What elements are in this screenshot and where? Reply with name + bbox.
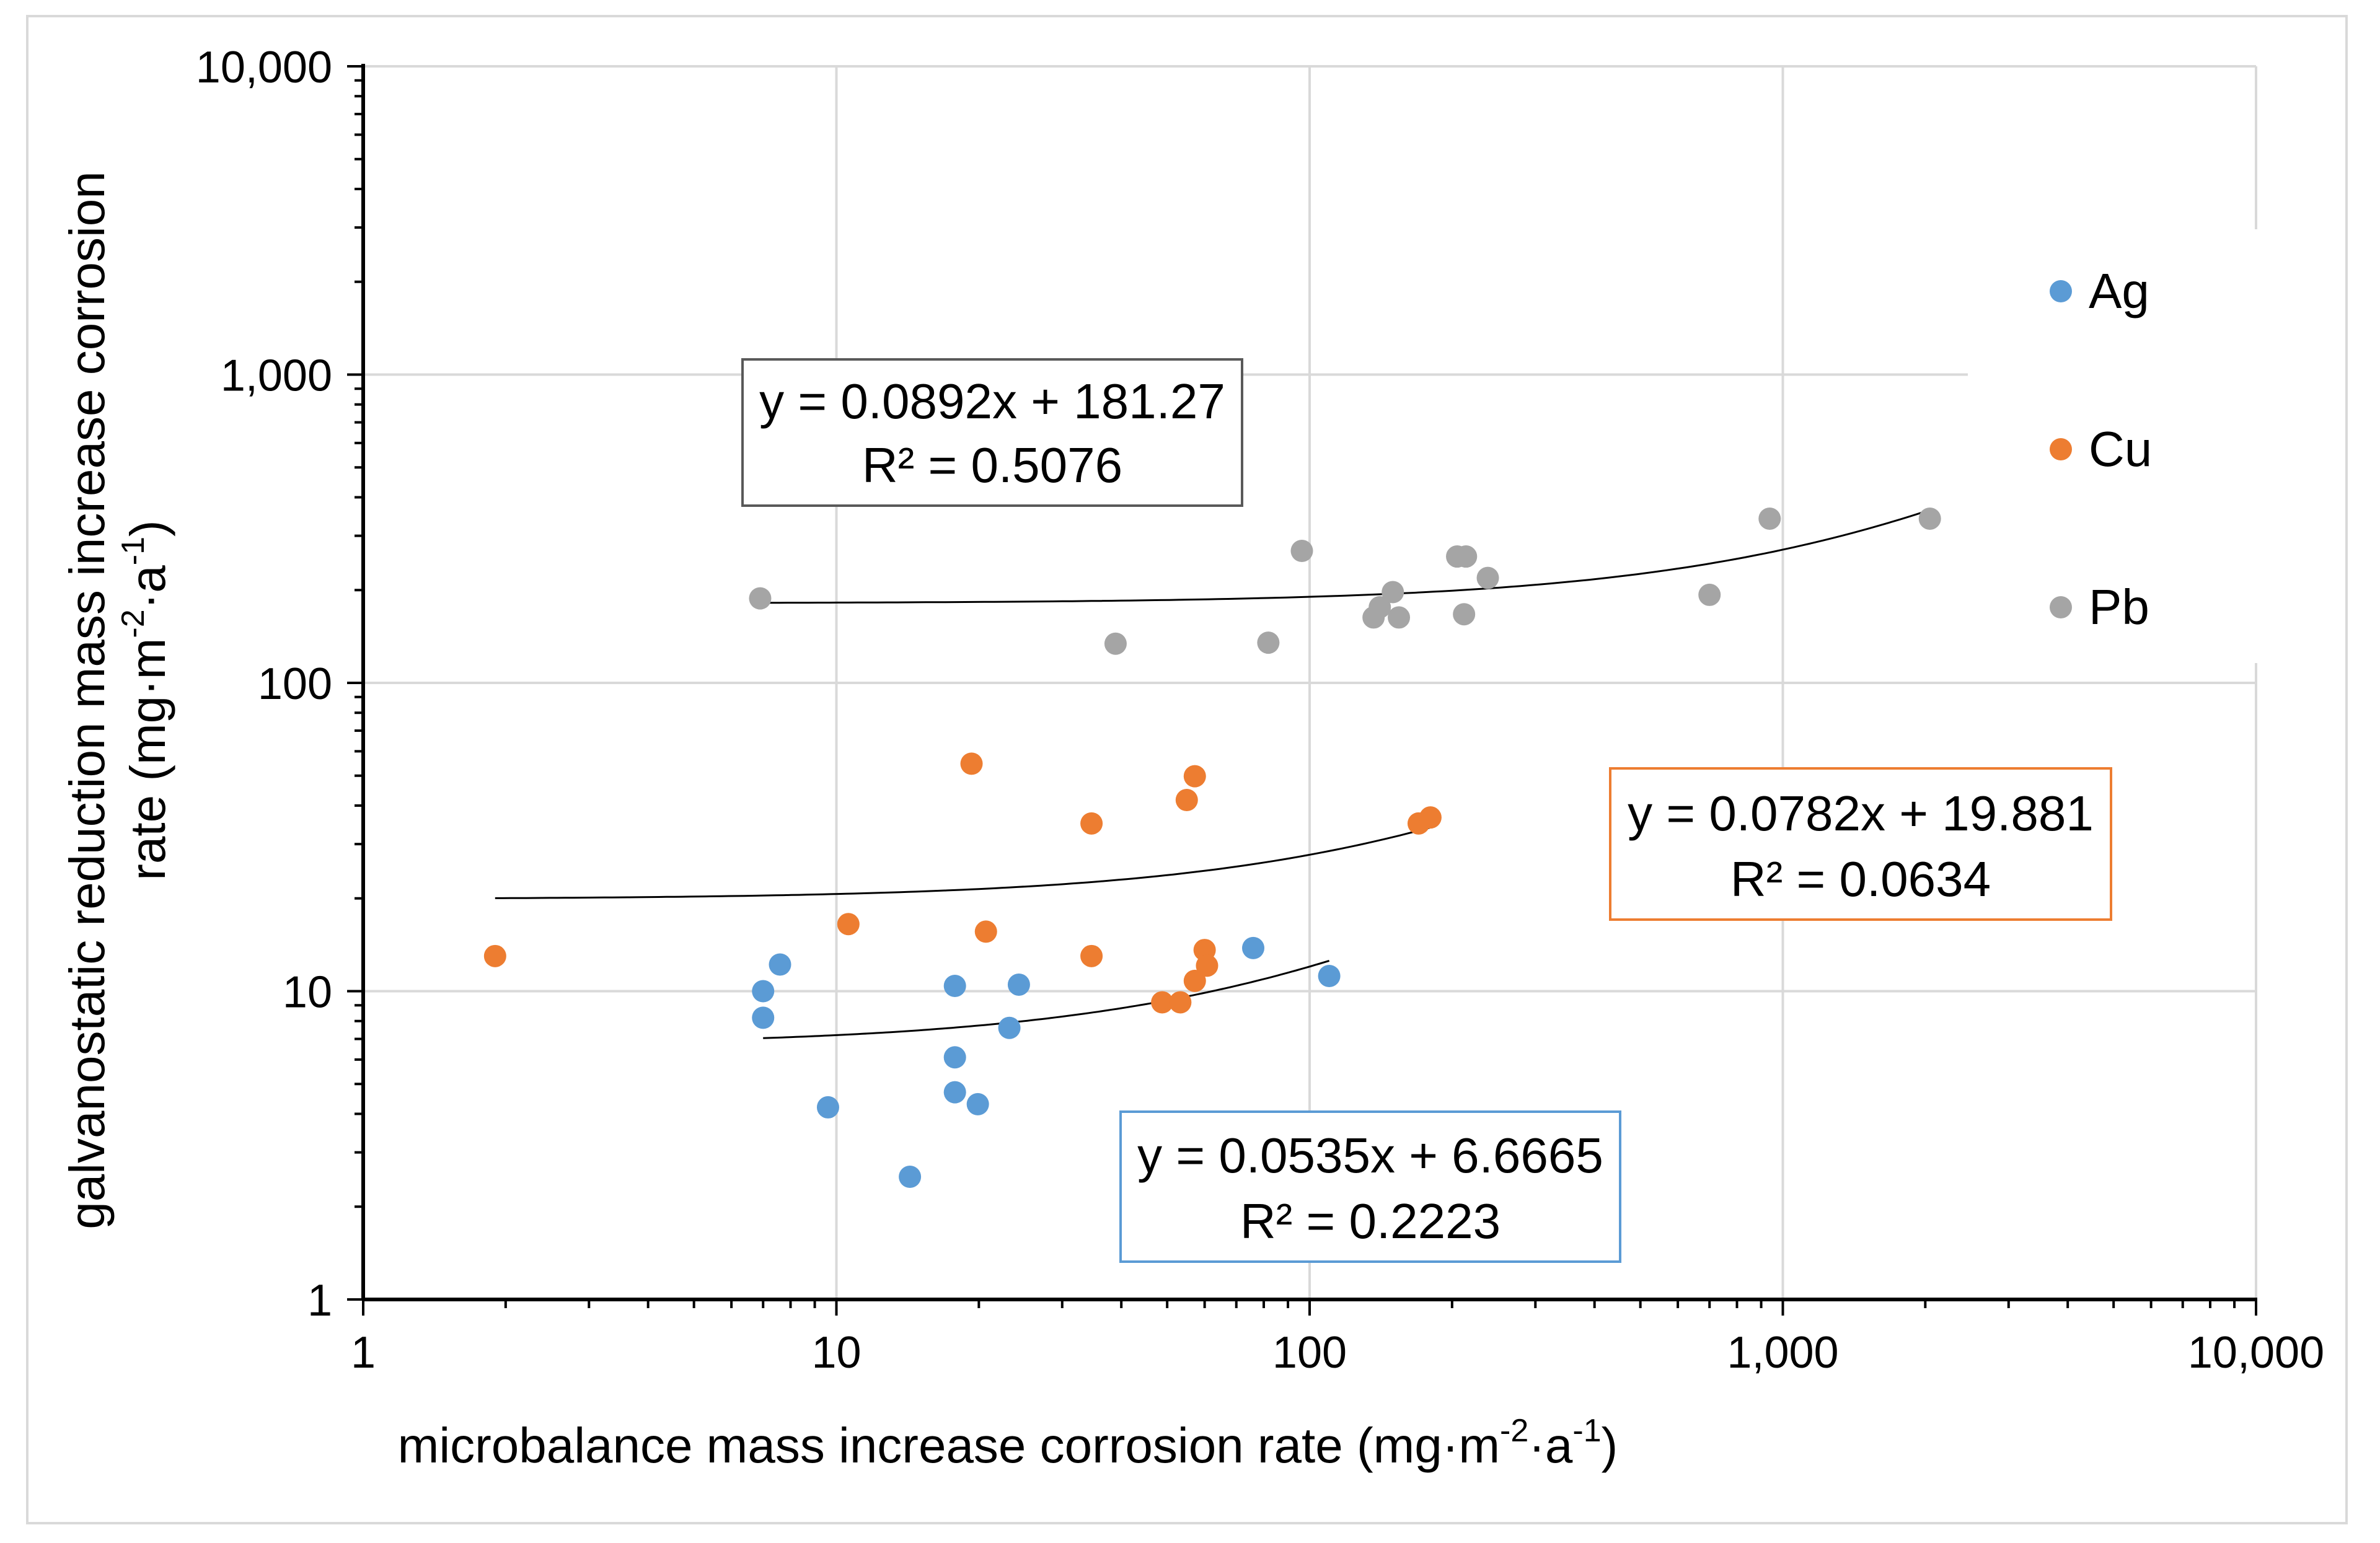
data-point-layer [483, 507, 1941, 1189]
data-point-ag [943, 975, 966, 998]
y-axis-title-line-1: galvanostatic reduction mass increase co… [60, 171, 115, 1229]
data-point-ag [1007, 973, 1030, 996]
data-point-pb [1918, 507, 1941, 530]
data-point-cu [483, 944, 506, 967]
x-axis-title-mid: ·a [1528, 1418, 1573, 1473]
data-point-cu [1080, 944, 1103, 967]
data-point-pb [1758, 507, 1781, 530]
data-point-ag [769, 953, 791, 976]
y-tick-label: 1,000 [221, 351, 332, 401]
data-point-pb [1257, 631, 1280, 654]
legend-item-pb: Pb [2050, 579, 2149, 635]
data-point-cu [837, 913, 860, 936]
x-axis-title-sup-2: -1 [1572, 1413, 1601, 1449]
data-point-ag [752, 1006, 775, 1029]
equation-box-cu: y = 0.0782x + 19.881 R² = 0.0634 [1609, 767, 2112, 921]
data-point-ag [966, 1092, 989, 1115]
data-point-cu [1151, 991, 1174, 1014]
data-point-cu [1183, 765, 1206, 788]
y-tick-label: 100 [258, 659, 332, 709]
data-point-cu [1183, 969, 1206, 992]
equation-pb: y = 0.0892x + 181.27 [759, 374, 1225, 429]
legend-item-cu: Cu [2050, 421, 2152, 477]
x-axis-title-sup-1: -2 [1500, 1413, 1528, 1449]
data-point-pb [1476, 566, 1499, 589]
data-point-cu [974, 920, 997, 943]
axis-layer [347, 64, 2257, 1316]
y-axis-title-sup-2: -1 [115, 537, 151, 565]
legend-marker-pb [2050, 596, 2072, 618]
y-tick-label: 1 [307, 1276, 332, 1325]
data-point-pb [1453, 603, 1476, 626]
x-axis-title-main: microbalance mass increase corrosion rat… [398, 1418, 1500, 1473]
r-squared-pb: R² = 0.5076 [862, 437, 1122, 493]
data-point-ag [1242, 936, 1265, 959]
x-tick-label: 1,000 [1727, 1328, 1838, 1378]
x-tick-label: 10,000 [2188, 1328, 2324, 1378]
data-point-ag [899, 1166, 922, 1189]
equation-box-ag-border [1119, 1110, 1621, 1263]
data-point-ag [943, 1046, 966, 1069]
y-axis-title-line-2: rate (mg·m-2·a-1) [115, 520, 175, 880]
data-point-cu [960, 752, 983, 775]
data-point-pb [749, 587, 772, 610]
r-squared-ag: R² = 0.2223 [1240, 1194, 1501, 1249]
tick-label-layer: 1 10 100 1,000 10,000 1 10 100 1,000 10,000 [196, 43, 2324, 1378]
legend-label-ag: Ag [2089, 263, 2149, 319]
legend: Ag Cu Pb [2050, 263, 2152, 635]
y-axis-title-line-2-mid: ·a [120, 565, 175, 610]
r-squared-cu: R² = 0.0634 [1730, 851, 1991, 907]
data-point-pb [1388, 606, 1411, 629]
x-tick-label: 10 [811, 1328, 861, 1378]
x-tick-label: 100 [1272, 1328, 1347, 1378]
data-point-pb [1698, 583, 1721, 606]
data-point-cu [1196, 954, 1219, 977]
data-point-pb [1290, 540, 1313, 563]
legend-marker-ag [2050, 280, 2072, 302]
trendline-cu [495, 826, 1431, 899]
data-point-ag [816, 1096, 839, 1119]
trendline-ag [763, 959, 1330, 1039]
data-point-ag [998, 1016, 1021, 1039]
legend-label-pb: Pb [2089, 579, 2149, 635]
legend-item-ag: Ag [2050, 263, 2149, 319]
equation-box-pb: y = 0.0892x + 181.27 R² = 0.5076 [741, 358, 1243, 507]
legend-background [1968, 229, 2259, 663]
data-point-pb [1368, 596, 1391, 618]
data-point-cu [1419, 806, 1442, 829]
data-point-pb [1382, 581, 1404, 604]
data-point-ag [943, 1081, 966, 1104]
equation-ag: y = 0.0535x + 6.6665 [1137, 1128, 1603, 1183]
data-point-pb [1104, 632, 1127, 655]
equation-box-cu-border [1609, 767, 2112, 921]
trendline-layer [495, 509, 1931, 1039]
equation-box-ag: y = 0.0535x + 6.6665 R² = 0.2223 [1119, 1110, 1621, 1263]
y-axis-title-line-2-main: rate (mg·m [120, 638, 175, 881]
x-axis-title-end: ) [1602, 1418, 1618, 1473]
equation-box-pb-border [741, 358, 1243, 507]
x-axis-title: microbalance mass increase corrosion rat… [398, 1413, 1618, 1473]
equation-cu: y = 0.0782x + 19.881 [1628, 786, 2094, 841]
x-tick-label: 1 [351, 1328, 376, 1378]
data-point-cu [1080, 812, 1103, 835]
data-point-ag [752, 980, 775, 1003]
y-axis-title-line-2-end: ) [120, 520, 175, 537]
data-point-cu [1175, 788, 1198, 811]
trendline-pb [760, 509, 1931, 604]
y-axis-title-group: galvanostatic reduction mass increase co… [60, 171, 175, 1229]
y-tick-label: 10,000 [196, 43, 332, 92]
y-axis-title-sup-1: -2 [115, 609, 151, 638]
legend-marker-cu [2050, 438, 2072, 460]
grid-layer [363, 65, 2257, 1299]
data-point-pb [1455, 545, 1478, 568]
legend-label-cu: Cu [2089, 421, 2152, 477]
y-tick-label: 10 [283, 968, 332, 1018]
data-point-cu [1169, 991, 1192, 1014]
data-point-ag [1318, 965, 1341, 988]
